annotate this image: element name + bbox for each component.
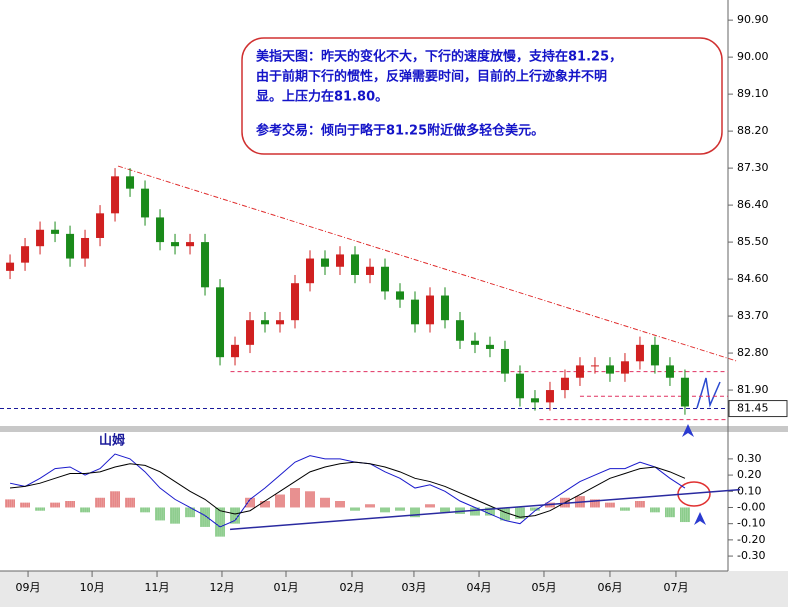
candle-body: [6, 262, 15, 271]
x-tick-label: 05月: [531, 581, 556, 594]
candle-body: [440, 295, 449, 321]
sketch-arrow: [696, 377, 721, 409]
y-tick-label: 0.30: [737, 452, 762, 465]
trend-line: [230, 488, 741, 531]
last-price-box: [728, 400, 788, 418]
y-tick-label: 90.90: [737, 13, 769, 26]
annotation-line: 参考交易：倾向于略于81.25附近做多轻仓美元。: [256, 123, 544, 139]
x-tick-label: 02月: [340, 581, 365, 594]
candle-body: [21, 246, 30, 263]
candle-body: [605, 365, 614, 374]
candle-body: [590, 365, 599, 367]
candle-body: [410, 299, 419, 325]
candle-body: [515, 373, 524, 399]
y-tick-label: 0.10: [737, 484, 762, 497]
arrow-icon: [694, 512, 706, 525]
candle-body: [306, 258, 315, 284]
y-tick-label: 82.80: [737, 346, 769, 359]
y-tick-label: 85.50: [737, 235, 769, 248]
candle-body: [635, 344, 644, 362]
last-price-label: 81.45: [737, 402, 769, 415]
y-tick-label: 84.60: [737, 272, 769, 285]
x-tick-label: 10月: [80, 581, 105, 594]
candle-body: [365, 266, 374, 275]
candle-body: [680, 377, 689, 407]
candle-body: [336, 254, 345, 267]
indicator-title: 山姆: [99, 433, 125, 449]
candle-body: [395, 291, 404, 300]
y-tick-label: 0.20: [737, 468, 762, 481]
candle-body: [545, 390, 554, 403]
candle-body: [485, 344, 494, 349]
candle-body: [111, 176, 120, 214]
candle-body: [201, 242, 210, 288]
candle-body: [261, 320, 270, 325]
candle-body: [51, 229, 60, 234]
x-tick-label: 06月: [597, 581, 622, 594]
y-tick-label: 83.70: [737, 309, 769, 322]
candle-body: [276, 320, 285, 325]
y-tick-label: 86.40: [737, 198, 769, 211]
candle-body: [231, 344, 240, 358]
candle-body: [126, 176, 135, 189]
x-tick-label: 09月: [16, 581, 41, 594]
x-tick-label: 12月: [209, 581, 234, 594]
indicator-line: [9, 453, 686, 528]
candle-body: [66, 233, 75, 259]
x-tick-label: 07月: [663, 581, 688, 594]
candle-body: [171, 242, 180, 247]
candle-body: [665, 365, 674, 378]
y-tick-label: 87.30: [737, 161, 769, 174]
annotation-box: [241, 37, 723, 155]
candle-body: [36, 229, 45, 247]
candle-body: [455, 320, 464, 341]
annotation-line: 美指天图：昨天的变化不大，下行的速度放慢，支持在81.25，: [256, 49, 622, 65]
candle-body: [575, 365, 584, 378]
candle-body: [216, 287, 225, 358]
candle-body: [530, 398, 539, 403]
candle-body: [351, 254, 360, 275]
indicator-label-bg: [30, 433, 292, 447]
candle-body: [560, 377, 569, 391]
indicator-line: [9, 461, 686, 518]
candle-body: [500, 348, 509, 374]
candle-body: [650, 344, 659, 366]
candle-body: [156, 217, 165, 243]
y-tick-label: -0.00: [737, 500, 765, 513]
annotation-line: 显。上压力在81.80。: [256, 89, 388, 105]
y-tick-label: -0.30: [737, 549, 765, 562]
candle-body: [321, 258, 330, 267]
candle-body: [186, 242, 195, 247]
candle-body: [291, 283, 300, 321]
annotation-line: 由于前期下行的惯性，反弹需要时间，目前的上行迹象并不明: [256, 69, 607, 85]
candle-body: [141, 188, 150, 218]
panel-separator: [0, 426, 788, 432]
candle-body: [620, 361, 629, 374]
trend-line: [117, 165, 738, 362]
candle-body: [425, 295, 434, 325]
y-tick-label: 90.00: [737, 50, 769, 63]
arrow-icon: [682, 424, 694, 437]
y-tick-label: 81.90: [737, 383, 769, 396]
x-tick-label: 04月: [467, 581, 492, 594]
x-tick-label: 01月: [274, 581, 299, 594]
y-tick-label: -0.20: [737, 533, 765, 546]
candle-body: [81, 237, 90, 259]
candle-body: [470, 340, 479, 345]
candle-body: [380, 266, 389, 292]
y-tick-label: -0.10: [737, 517, 765, 530]
x-axis-strip: [0, 571, 788, 607]
x-tick-label: 11月: [145, 581, 170, 594]
x-tick-label: 03月: [401, 581, 426, 594]
y-tick-label: 88.20: [737, 124, 769, 137]
y-tick-label: 89.10: [737, 87, 769, 100]
candle-body: [246, 320, 255, 345]
candle-body: [96, 213, 105, 238]
